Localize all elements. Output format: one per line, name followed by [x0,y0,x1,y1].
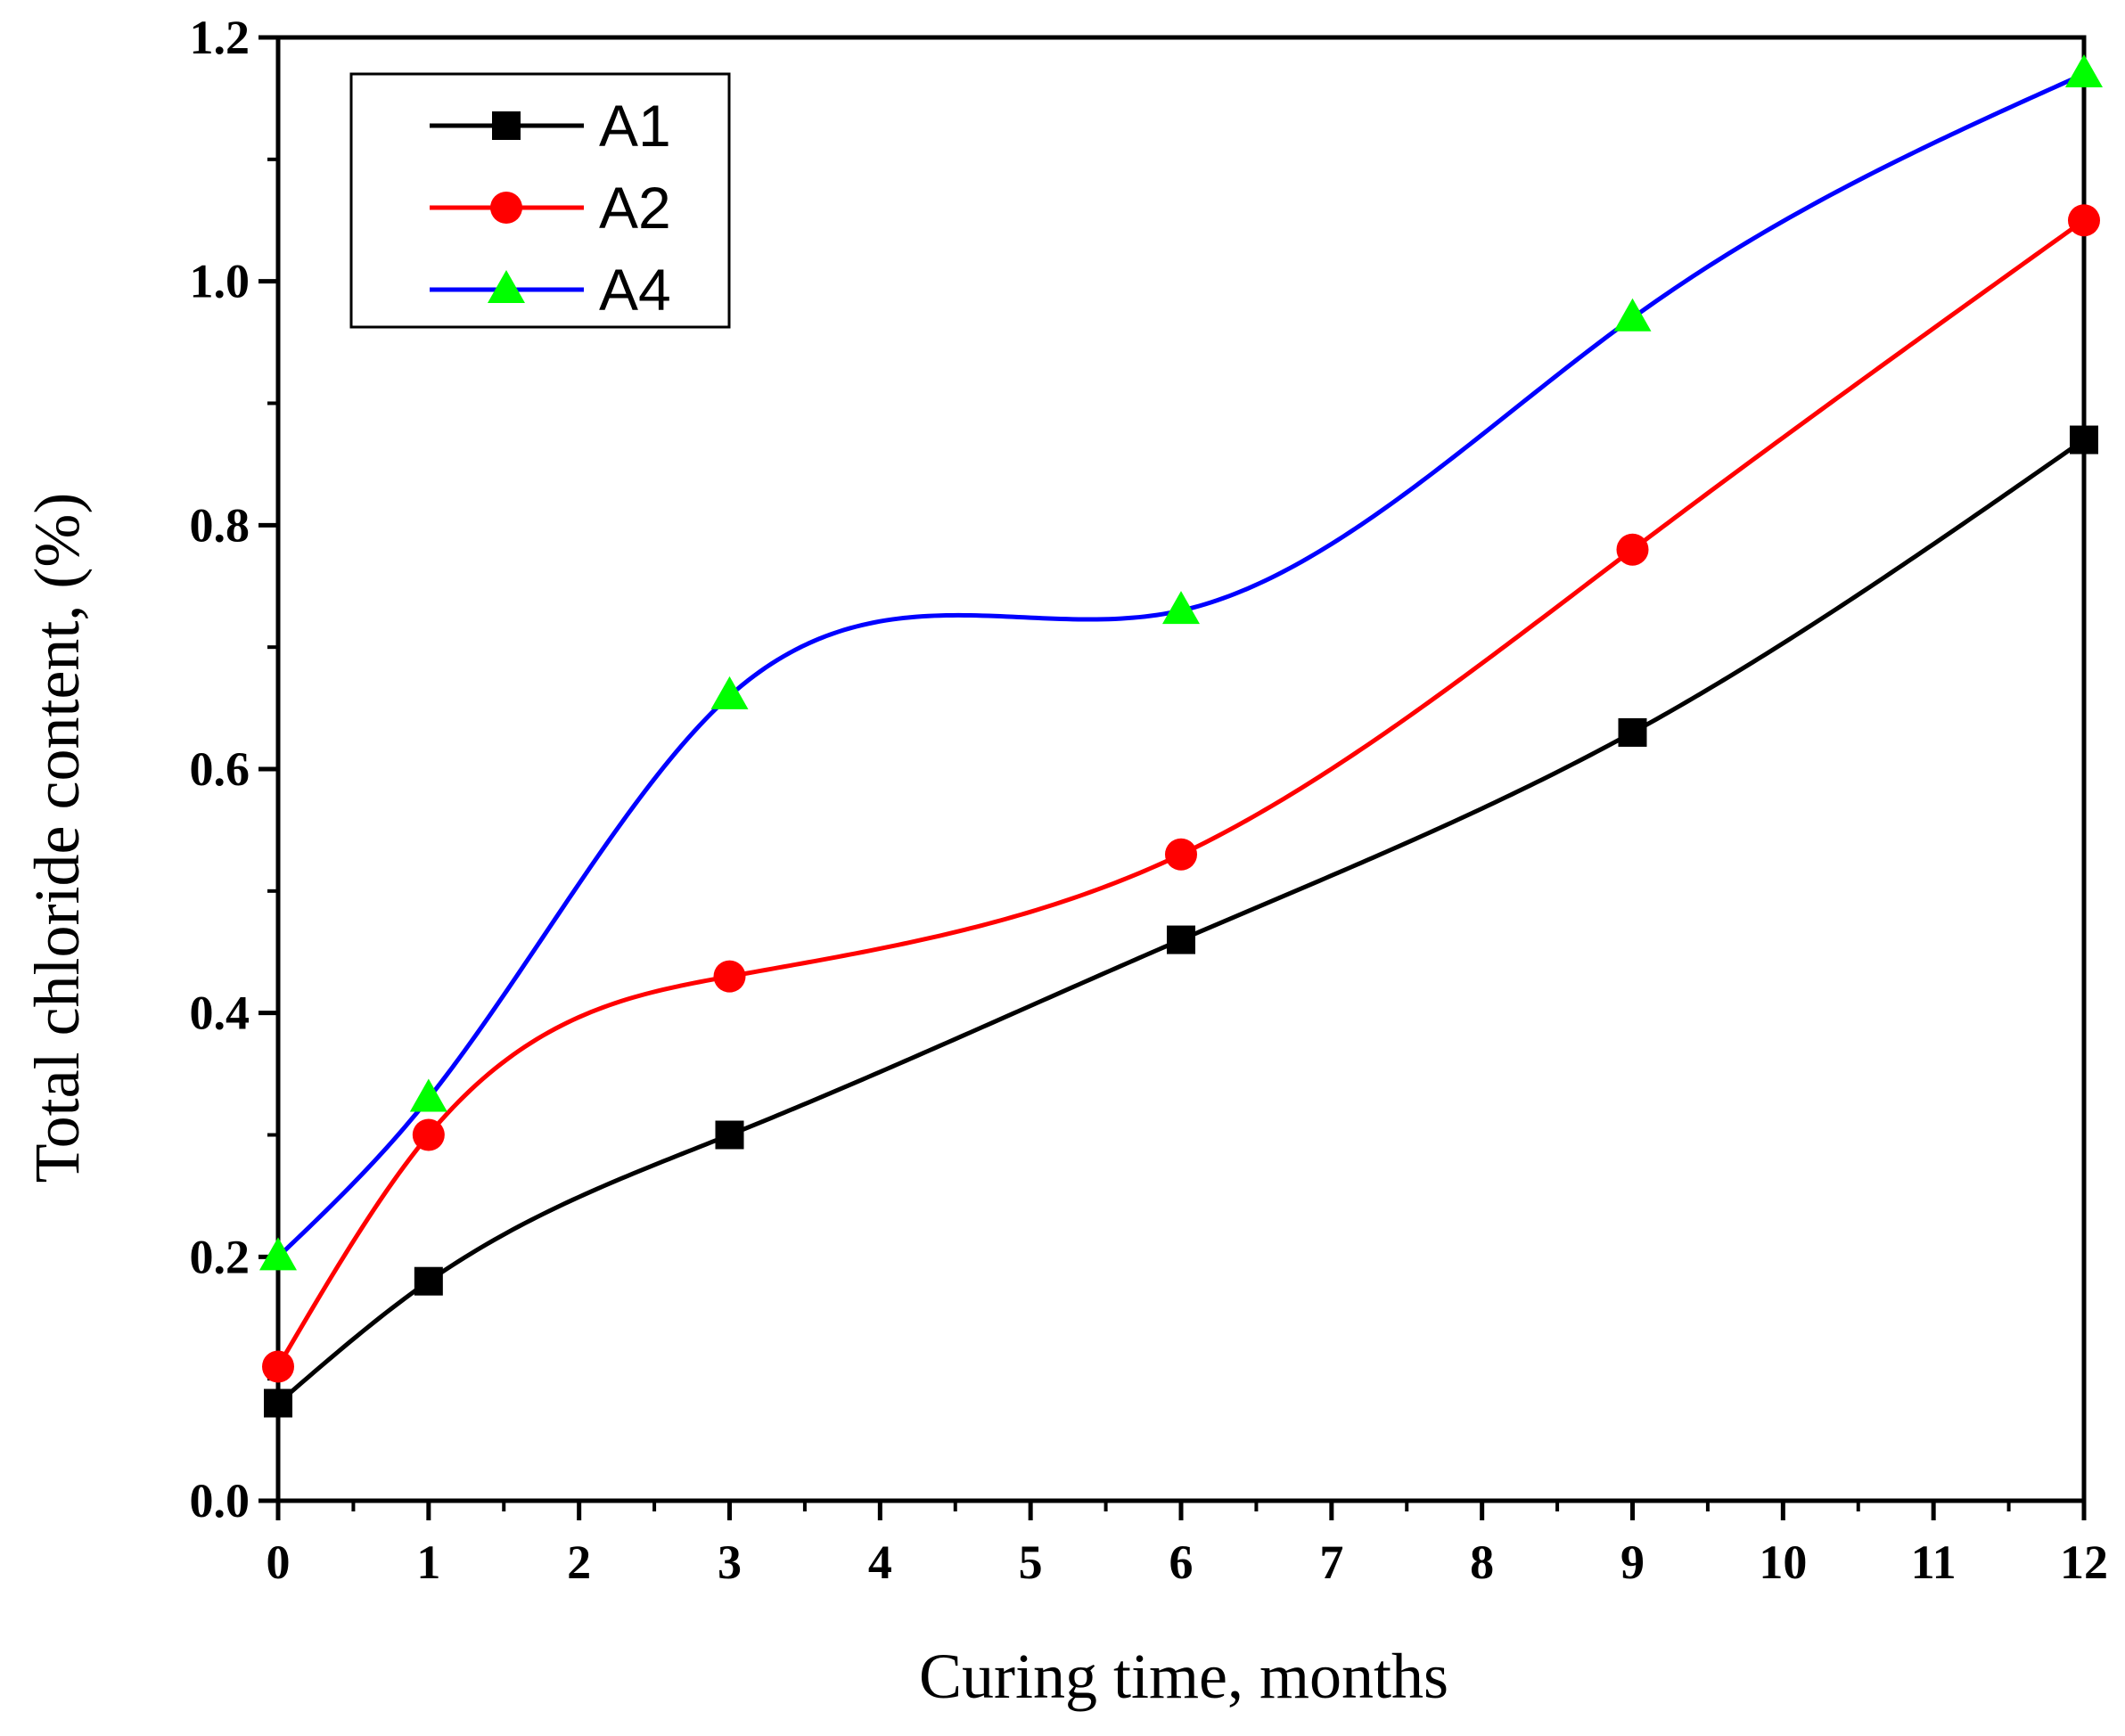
series-a1 [264,425,2098,1418]
series-a2 [262,204,2100,1383]
legend-label: A2 [599,175,671,241]
data-point-a4 [2065,54,2103,88]
y-axis-title: Total chloride content, (%) [21,493,93,1183]
data-point-a2 [1616,533,1649,566]
data-point-a1 [1618,717,1647,747]
legend: A1 A2 A4 [349,72,731,329]
x-tick-label: 4 [868,1535,892,1589]
y-tick-label: 0.4 [190,987,250,1040]
data-point-a2 [1165,838,1197,871]
legend-marker [492,111,521,140]
y-tick-label: 0.6 [190,742,250,796]
data-point-a4 [710,676,749,709]
data-point-a1 [1167,925,1195,954]
y-tick-label: 0.2 [190,1230,250,1283]
data-point-a4 [1162,591,1200,625]
data-point-a1 [264,1388,292,1418]
data-point-a1 [2070,425,2098,454]
x-tick-label: 11 [1911,1535,1957,1589]
data-point-a4 [259,1237,297,1271]
data-point-a1 [715,1120,744,1150]
data-point-a4 [1613,298,1652,332]
x-tick-label: 6 [1169,1535,1194,1589]
y-tick-label: 1.2 [190,11,250,64]
legend-box [349,72,731,329]
x-tick-label: 9 [1620,1535,1645,1589]
x-axis-title: Curing time, months [919,1641,1448,1712]
legend-marker [488,270,525,303]
legend-marker [490,192,522,224]
data-point-a2 [262,1350,294,1383]
legend-label: A1 [599,93,671,159]
x-tick-label: 0 [267,1535,291,1589]
data-point-a1 [414,1266,443,1296]
x-tick-label: 1 [416,1535,440,1589]
y-tick-label: 0.8 [190,498,250,552]
y-tick-label: 1.0 [190,255,250,308]
legend-entry-a1: A1 [430,93,671,159]
x-tick-label: 7 [1319,1535,1343,1589]
x-tick-label: 12 [2060,1535,2108,1589]
legend-entry-a2: A2 [430,175,671,241]
legend-label: A4 [599,257,671,323]
series-a4 [259,54,2103,1271]
x-tick-label: 8 [1470,1535,1494,1589]
y-tick-label: 0.0 [190,1474,250,1527]
x-tick-label: 10 [1759,1535,1807,1589]
data-point-a2 [2068,204,2100,237]
x-tick-label: 3 [718,1535,742,1589]
series-layer [259,54,2103,1418]
x-tick-label: 2 [567,1535,591,1589]
series-line-a2 [275,218,2086,1368]
legend-entry-a4: A4 [430,257,671,323]
series-line-a1 [276,438,2086,1405]
data-point-a2 [713,960,746,993]
axes: 0 1 2 3 4 5 6 7 8 9 10 11 120.00.20.40.60.81.01.2 [190,11,2109,1589]
x-tick-label: 5 [1019,1535,1043,1589]
data-point-a2 [412,1118,445,1151]
data-point-a4 [409,1078,447,1112]
